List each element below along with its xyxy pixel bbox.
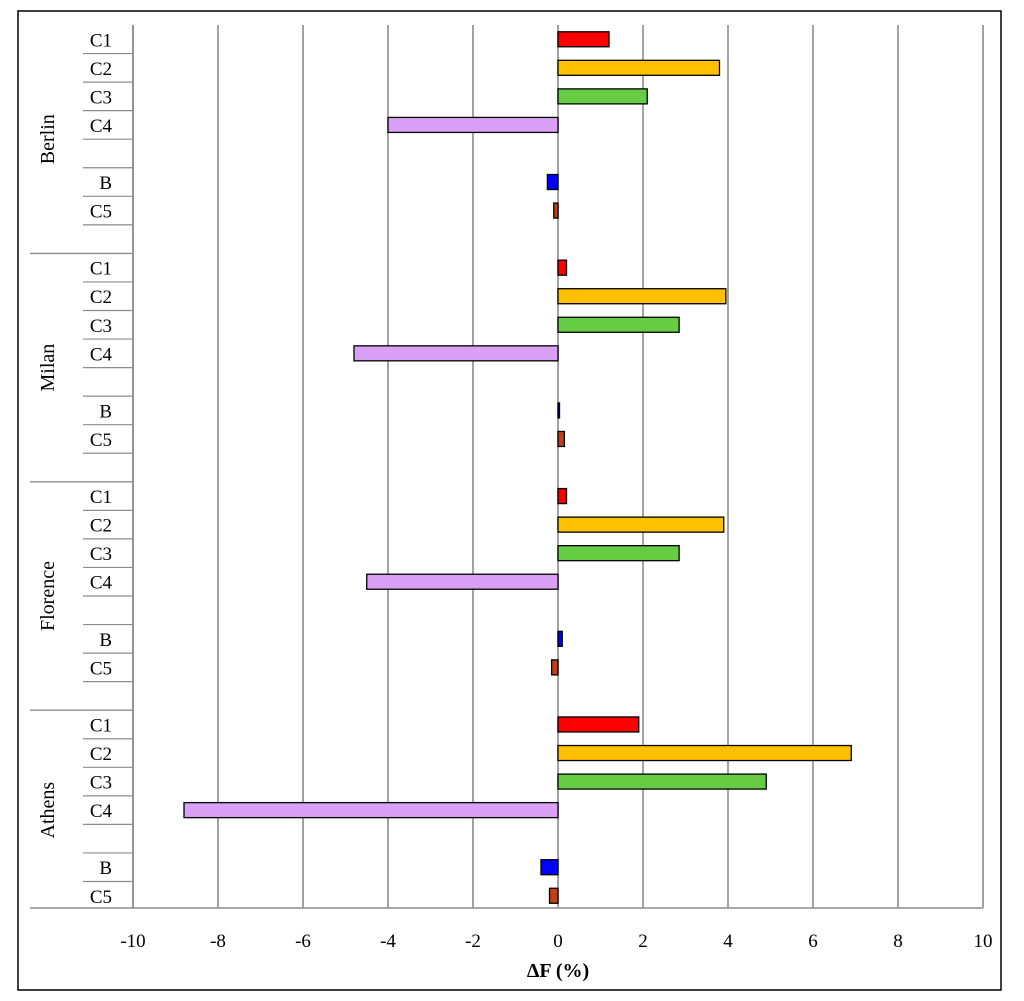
- bar-milan-c1: [557, 259, 568, 276]
- category-label: C4: [90, 116, 113, 137]
- x-tick-label: 2: [638, 931, 648, 952]
- bar-florence-c2: [557, 516, 725, 533]
- x-tick-label: -6: [295, 931, 311, 952]
- bar-milan-c5: [557, 430, 566, 448]
- category-label: B: [99, 401, 112, 422]
- group-label: Florence: [37, 561, 59, 631]
- bar-athens-c2: [557, 744, 852, 762]
- x-tick-label: -4: [380, 931, 396, 952]
- category-label: C1: [90, 259, 112, 280]
- x-tick-label: 6: [808, 931, 818, 952]
- category-label: C3: [90, 544, 112, 565]
- bar-florence-b: [557, 630, 563, 647]
- bar-milan-c3: [557, 316, 680, 333]
- category-label: C3: [90, 87, 112, 108]
- x-axis-title: ΔF (%): [527, 960, 589, 982]
- bar-athens-c4: [183, 801, 559, 819]
- bar-florence-c4: [366, 573, 559, 590]
- bar-athens-b: [540, 859, 559, 876]
- category-label: C2: [90, 516, 112, 537]
- category-label: B: [99, 630, 112, 651]
- x-tick-label: 0: [553, 931, 563, 952]
- category-label: C2: [90, 59, 112, 80]
- bar-milan-b: [557, 402, 561, 419]
- bar-florence-c5: [550, 659, 559, 676]
- category-label: C2: [90, 744, 112, 765]
- x-tick-label: -8: [210, 931, 226, 952]
- category-label: C2: [90, 287, 112, 308]
- gridlines: [132, 25, 984, 908]
- bar-athens-c5: [548, 887, 559, 904]
- bars: [183, 31, 852, 904]
- bar-athens-c1: [557, 716, 640, 733]
- x-tick-label: 4: [723, 931, 733, 952]
- x-tick-label: -10: [120, 931, 145, 952]
- category-label: B: [99, 173, 112, 194]
- category-label: C5: [90, 430, 112, 451]
- group-label: Athens: [37, 782, 59, 839]
- chart-border: [17, 10, 1002, 991]
- category-label: C3: [90, 316, 112, 337]
- x-tick-label: 10: [974, 931, 993, 952]
- group-label: Berlin: [37, 114, 59, 164]
- bar-berlin-c4: [387, 116, 559, 134]
- category-label: C5: [90, 202, 112, 223]
- x-tick-labels: -10 -8 -6 -4 -2 0 2 4 6 8 10: [120, 931, 992, 952]
- category-axis: C1 C2 C3 C4 B C5 Berlin C1 C2 C3 C4 B C5 Milan C1 C2 C3 C…: [30, 25, 983, 909]
- bar-florence-c1: [557, 487, 568, 505]
- category-label: C4: [90, 344, 113, 365]
- category-label: C1: [90, 30, 112, 51]
- bar-milan-c4: [353, 345, 559, 362]
- category-label: C1: [90, 715, 112, 736]
- category-label: B: [99, 858, 112, 879]
- group-label: Milan: [37, 344, 59, 392]
- x-tick-label: -2: [465, 931, 481, 952]
- category-label: C1: [90, 487, 112, 508]
- category-label: C3: [90, 773, 112, 794]
- bar-florence-c3: [557, 545, 680, 562]
- category-label: C4: [90, 573, 113, 594]
- bar-berlin-c5: [553, 202, 559, 219]
- bar-athens-c3: [557, 773, 767, 790]
- category-label: C5: [90, 887, 112, 908]
- bar-berlin-c3: [557, 88, 648, 105]
- bar-berlin-c1: [557, 31, 610, 48]
- category-label: C4: [90, 801, 113, 822]
- bar-berlin-c2: [557, 59, 721, 76]
- x-tick-label: 8: [893, 931, 903, 952]
- category-label: C5: [90, 658, 112, 679]
- bar-berlin-b: [546, 173, 559, 191]
- bar-milan-c2: [557, 288, 727, 305]
